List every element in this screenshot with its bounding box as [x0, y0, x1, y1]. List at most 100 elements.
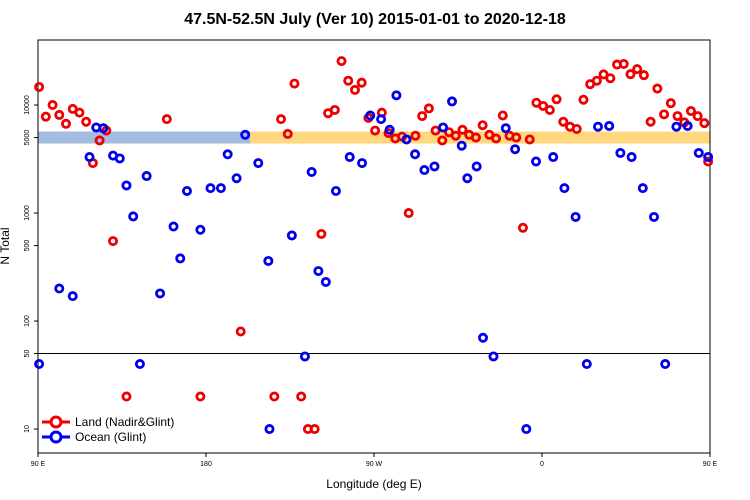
land-point	[410, 130, 421, 141]
ocean-point	[231, 173, 242, 184]
series-ocean-glint	[34, 90, 714, 435]
land-point	[349, 84, 360, 95]
ocean-point	[637, 183, 648, 194]
land-point	[605, 73, 616, 84]
land-point	[329, 104, 340, 115]
land-point	[403, 208, 414, 219]
land-point	[370, 125, 381, 136]
land-point	[121, 391, 132, 402]
ocean-point	[114, 153, 125, 164]
land-point	[524, 134, 535, 145]
ocean-point	[703, 152, 714, 163]
ocean-point	[175, 253, 186, 264]
land-point	[450, 130, 461, 141]
land-point	[34, 81, 45, 92]
ocean-point	[429, 161, 440, 172]
land-point	[497, 110, 508, 121]
land-point	[578, 94, 589, 105]
ocean-point	[419, 165, 430, 176]
band-ocean	[178, 131, 250, 144]
ocean-point	[365, 110, 376, 121]
ocean-point	[471, 161, 482, 172]
land-point	[437, 135, 448, 146]
ocean-point	[500, 123, 511, 134]
ocean-point	[98, 123, 109, 134]
land-point	[457, 124, 468, 135]
ocean-point	[240, 129, 251, 140]
ocean-point	[155, 288, 166, 299]
ocean-point	[521, 424, 532, 435]
ocean-point	[141, 171, 152, 182]
plot-frame	[37, 39, 711, 454]
land-point	[477, 120, 488, 131]
land-point	[699, 118, 710, 129]
points-layer	[34, 56, 714, 435]
x-tick-label: 90 E	[31, 461, 46, 468]
ocean-point	[205, 183, 216, 194]
ocean-point	[391, 90, 402, 101]
y-tick-label: 10	[24, 425, 31, 433]
ocean-point	[682, 120, 693, 131]
ocean-point	[649, 211, 660, 222]
ocean-point	[531, 156, 542, 167]
land-point	[618, 58, 629, 69]
x-tick-label: 0	[540, 461, 544, 468]
land-point	[61, 118, 72, 129]
land-point	[591, 75, 602, 86]
ocean-point	[128, 211, 139, 222]
ocean-point	[84, 152, 95, 163]
ocean-point	[134, 359, 145, 370]
ocean-point	[222, 149, 233, 160]
ocean-point	[344, 152, 355, 163]
ocean-point	[510, 144, 521, 155]
ocean-point	[263, 255, 274, 266]
land-point	[538, 100, 549, 111]
bands-layer	[38, 131, 710, 144]
ocean-point	[548, 152, 559, 163]
ocean-point	[660, 359, 671, 370]
land-point	[195, 391, 206, 402]
legend-marker-land	[49, 415, 63, 429]
land-point	[645, 116, 656, 127]
ocean-point	[357, 158, 368, 169]
ocean-point	[330, 185, 341, 196]
land-point	[316, 228, 327, 239]
land-point	[632, 64, 643, 75]
land-point	[652, 83, 663, 94]
ocean-point	[121, 180, 132, 191]
x-tick-label: 180	[200, 461, 212, 468]
land-point	[309, 424, 320, 435]
ocean-point	[478, 332, 489, 343]
legend-item-ocean: Ocean (Glint)	[42, 430, 146, 444]
land-point	[692, 111, 703, 122]
land-point	[94, 135, 105, 146]
land-point	[47, 100, 58, 111]
ocean-point	[34, 359, 45, 370]
ocean-point	[671, 121, 682, 132]
land-point	[558, 116, 569, 127]
ocean-point	[581, 359, 592, 370]
ocean-point	[456, 140, 467, 151]
ocean-point	[313, 266, 324, 277]
chart-title: 47.5N-52.5N July (Ver 10) 2015-01-01 to …	[184, 11, 566, 28]
series-land-nadir-glint	[34, 56, 714, 435]
ocean-point	[559, 183, 570, 194]
land-point	[343, 75, 354, 86]
land-point	[282, 128, 293, 139]
ocean-point	[438, 122, 449, 133]
y-tick-label: 5000	[24, 130, 31, 146]
land-point	[685, 106, 696, 117]
ocean-point	[264, 424, 275, 435]
land-point	[40, 111, 51, 122]
ocean-point	[626, 152, 637, 163]
ocean-point	[168, 221, 179, 232]
y-tick-label: 10000	[24, 95, 31, 115]
land-point	[551, 94, 562, 105]
y-tick-label: 1000	[24, 205, 31, 221]
ocean-point	[181, 185, 192, 196]
ocean-point	[570, 211, 581, 222]
land-point	[672, 111, 683, 122]
land-point	[625, 69, 636, 80]
ocean-point	[447, 96, 458, 107]
